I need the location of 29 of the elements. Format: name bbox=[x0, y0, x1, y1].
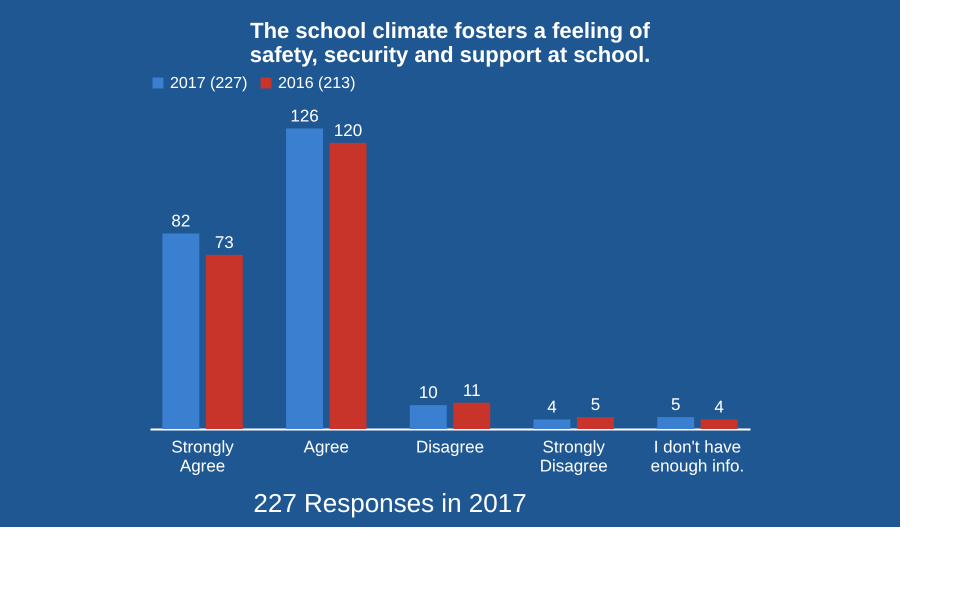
data-label: 4 bbox=[714, 397, 724, 416]
bar bbox=[206, 254, 243, 429]
bar bbox=[453, 402, 490, 429]
data-label: 11 bbox=[462, 380, 481, 400]
bar bbox=[657, 417, 694, 429]
legend-label: 2016 (213) bbox=[278, 75, 356, 92]
bar bbox=[286, 128, 324, 429]
data-label: 82 bbox=[171, 211, 190, 230]
bar bbox=[410, 405, 447, 429]
x-tick-label: Disagree bbox=[416, 438, 484, 456]
x-tick-label: Agree bbox=[304, 438, 349, 456]
data-label: 73 bbox=[214, 232, 234, 252]
data-label: 120 bbox=[334, 120, 362, 140]
data-label: 5 bbox=[670, 395, 680, 414]
legend-label: 2017 (227) bbox=[170, 75, 248, 92]
x-tick-label: I don't have enough info. bbox=[650, 438, 744, 476]
chart-title: The school climate fosters a feeling of safety, security and support at school. bbox=[250, 18, 651, 67]
data-label: 10 bbox=[418, 383, 438, 402]
data-label: 126 bbox=[290, 106, 319, 126]
data-label: 5 bbox=[590, 395, 600, 414]
bar bbox=[330, 142, 366, 429]
data-label: 4 bbox=[547, 397, 557, 416]
x-tick-label: Strongly Agree bbox=[171, 438, 234, 476]
bar bbox=[162, 233, 200, 429]
x-tick-label: Strongly Disagree bbox=[540, 438, 608, 476]
text: 227 Responses in 2017 bbox=[253, 488, 527, 518]
bar bbox=[534, 419, 570, 429]
bar bbox=[700, 419, 738, 429]
bar bbox=[576, 417, 614, 429]
